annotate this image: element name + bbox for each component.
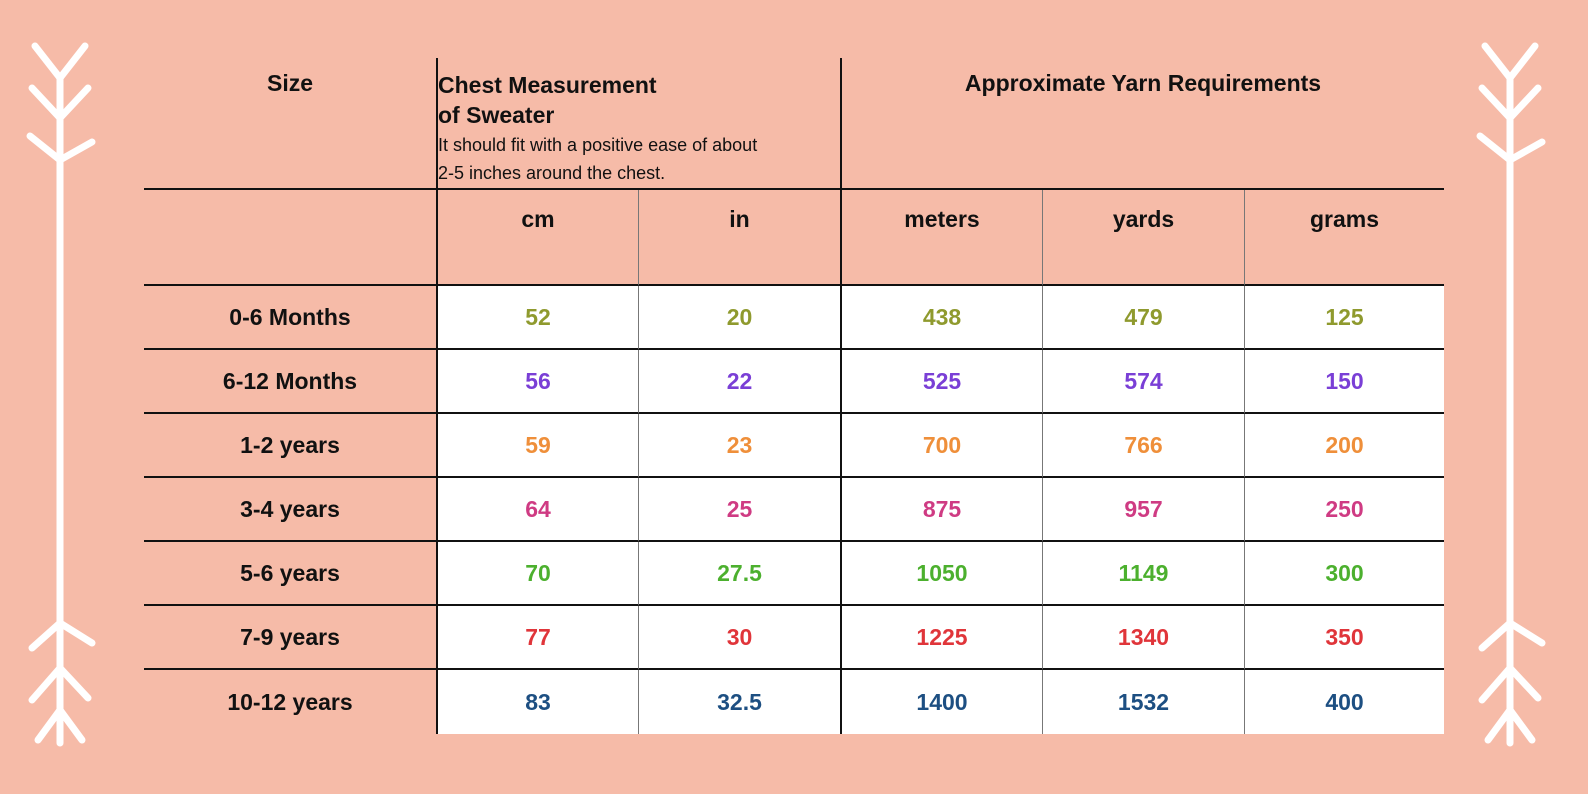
table-cell: 875 bbox=[840, 478, 1042, 542]
chest-header-title-line1: Chest Measurement bbox=[438, 72, 657, 98]
table-cell: 27.5 bbox=[638, 542, 840, 606]
unit-label: yards bbox=[1112, 206, 1175, 232]
table-cell: 700 bbox=[840, 414, 1042, 478]
table-cell: 479 bbox=[1042, 286, 1244, 350]
table-cell: 77 bbox=[436, 606, 638, 670]
table-cell: 30 bbox=[638, 606, 840, 670]
row-size-label: 1-2 years bbox=[144, 414, 436, 478]
chest-header-title-line2: of Sweater bbox=[438, 102, 555, 128]
yarn-header-title: Approximate Yarn Requirements bbox=[964, 70, 1322, 96]
unit-label: in bbox=[729, 206, 750, 232]
table-cell: 300 bbox=[1244, 542, 1444, 606]
table-cell: 1532 bbox=[1042, 670, 1244, 734]
unit-label: meters bbox=[904, 206, 980, 232]
unit-header-grams: grams bbox=[1244, 190, 1444, 286]
row-size-label: 3-4 years bbox=[144, 478, 436, 542]
unit-header-in: in bbox=[638, 190, 840, 286]
row-size-label: 7-9 years bbox=[144, 606, 436, 670]
table-cell: 350 bbox=[1244, 606, 1444, 670]
unit-header-meters: meters bbox=[840, 190, 1042, 286]
chest-measurement-header: Chest Measurement of Sweater It should f… bbox=[436, 58, 840, 190]
table-cell: 52 bbox=[436, 286, 638, 350]
unit-header-yards: yards bbox=[1042, 190, 1244, 286]
size-header: Size bbox=[144, 58, 436, 190]
unit-header-cm: cm bbox=[436, 190, 638, 286]
table-cell: 574 bbox=[1042, 350, 1244, 414]
row-size-label: 5-6 years bbox=[144, 542, 436, 606]
unit-label: cm bbox=[521, 206, 555, 232]
table-cell: 200 bbox=[1244, 414, 1444, 478]
yarn-requirements-header: Approximate Yarn Requirements bbox=[840, 58, 1444, 190]
table-cell: 59 bbox=[436, 414, 638, 478]
table-cell: 1400 bbox=[840, 670, 1042, 734]
table-cell: 766 bbox=[1042, 414, 1244, 478]
table-cell: 83 bbox=[436, 670, 638, 734]
unit-header-blank bbox=[144, 190, 436, 286]
table-cell: 25 bbox=[638, 478, 840, 542]
row-size-label: 10-12 years bbox=[227, 688, 353, 715]
chest-header-note-line2: 2-5 inches around the chest. bbox=[438, 163, 666, 183]
table-cell: 1340 bbox=[1042, 606, 1244, 670]
table-cell: 1050 bbox=[840, 542, 1042, 606]
table-cell: 525 bbox=[840, 350, 1042, 414]
row-size-label: 6-12 Months bbox=[144, 350, 436, 414]
table-cell: 957 bbox=[1042, 478, 1244, 542]
row-size-label: 0-6 Months bbox=[144, 286, 436, 350]
table-cell: 32.5 bbox=[638, 670, 840, 734]
table-cell: 400 bbox=[1244, 670, 1444, 734]
table-cell: 20 bbox=[638, 286, 840, 350]
table-cell: 56 bbox=[436, 350, 638, 414]
table-cell: 1149 bbox=[1042, 542, 1244, 606]
table-cell: 22 bbox=[638, 350, 840, 414]
table-cell: 250 bbox=[1244, 478, 1444, 542]
right-arrow-icon bbox=[1476, 42, 1546, 747]
table-cell: 70 bbox=[436, 542, 638, 606]
left-arrow-icon bbox=[26, 42, 96, 747]
table-cell: 438 bbox=[840, 286, 1042, 350]
table-cell: 64 bbox=[436, 478, 638, 542]
unit-label: grams bbox=[1309, 206, 1380, 232]
size-header-label: Size bbox=[266, 70, 314, 96]
table-cell: 125 bbox=[1244, 286, 1444, 350]
table-cell: 150 bbox=[1244, 350, 1444, 414]
table-cell: 23 bbox=[638, 414, 840, 478]
chest-header-note-line1: It should fit with a positive ease of ab… bbox=[438, 135, 758, 155]
yarn-size-table: Size Chest Measurement of Sweater It sho… bbox=[144, 58, 1444, 734]
table-cell: 1225 bbox=[840, 606, 1042, 670]
